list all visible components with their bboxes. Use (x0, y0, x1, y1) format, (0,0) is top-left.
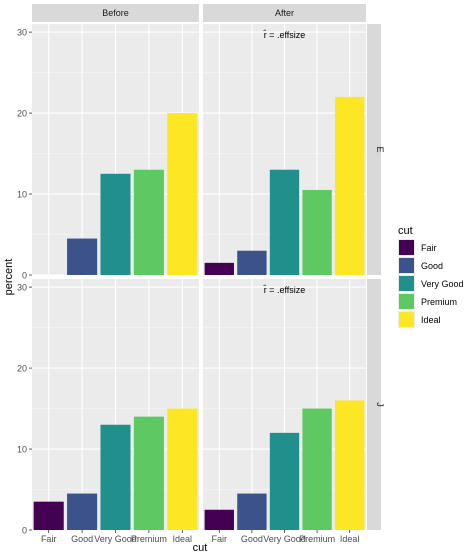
facet-label-before: Before (102, 8, 129, 18)
x-tick-label: Fair (41, 534, 57, 544)
y-axis-title: percent (3, 259, 15, 296)
bar-e-after-very-good (269, 169, 300, 275)
x-tick-label: Very Good (94, 534, 137, 544)
y-tick-label: 10 (17, 190, 27, 200)
bar-e-before-very-good (100, 173, 131, 275)
bar-j-after-fair (204, 509, 234, 530)
annotation-j-after: r̂ = .effsize (263, 284, 306, 295)
bar-j-after-very-good (269, 432, 300, 530)
x-tick-label: Fair (212, 534, 228, 544)
legend-label-good: Good (421, 261, 443, 271)
bar-j-before-premium (133, 416, 164, 530)
facet-strip-after (203, 4, 366, 22)
legend-label-fair: Fair (421, 243, 437, 253)
facet-strip-j (367, 279, 381, 530)
bar-j-before-very-good (100, 424, 131, 530)
facet-label-e: E (375, 146, 385, 152)
legend-key-good (399, 258, 414, 273)
x-tick-label: Good (71, 534, 93, 544)
x-tick-label: Ideal (173, 534, 193, 544)
facet-label-j: J (375, 402, 385, 407)
x-tick-label: Premium (299, 534, 335, 544)
y-tick-label: 20 (17, 364, 27, 374)
x-tick-label: Good (241, 534, 263, 544)
legend-key-ideal (399, 312, 414, 327)
bar-j-after-good (237, 493, 267, 530)
bar-e-after-ideal (335, 96, 365, 275)
bar-e-before-ideal (167, 113, 198, 275)
y-tick-label: 10 (17, 445, 27, 455)
bar-e-after-premium (302, 189, 332, 275)
bar-e-before-good (67, 238, 98, 275)
y-tick-label: 30 (17, 283, 27, 293)
bar-e-after-good (237, 250, 267, 275)
x-tick-label: Very Good (263, 534, 306, 544)
bar-j-after-premium (302, 408, 332, 530)
legend-label-ideal: Ideal (421, 315, 441, 325)
x-axis-title: cut (193, 542, 208, 554)
legend-key-fair (399, 240, 414, 255)
bar-e-after-fair (204, 262, 234, 275)
legend-key-very-good (399, 276, 414, 291)
bar-j-after-ideal (335, 400, 365, 530)
y-tick-label: 0 (22, 271, 27, 281)
facet-strip-before (32, 4, 199, 22)
legend-label-premium: Premium (421, 297, 457, 307)
legend-title: cut (398, 225, 413, 237)
bar-j-before-good (67, 493, 98, 530)
legend-label-very-good: Very Good (421, 279, 464, 289)
facet-label-after: After (275, 8, 294, 18)
y-tick-label: 20 (17, 109, 27, 119)
y-tick-label: 0 (22, 526, 27, 536)
x-tick-label: Ideal (340, 534, 360, 544)
bar-j-before-fair (33, 501, 64, 530)
bar-e-before-premium (133, 169, 164, 275)
x-tick-label: Premium (131, 534, 167, 544)
annotation-e-after: r̂ = .effsize (263, 29, 306, 40)
legend-key-premium (399, 294, 414, 309)
facet-strip-e (367, 24, 381, 275)
y-tick-label: 30 (17, 28, 27, 38)
bar-j-before-ideal (167, 408, 198, 530)
